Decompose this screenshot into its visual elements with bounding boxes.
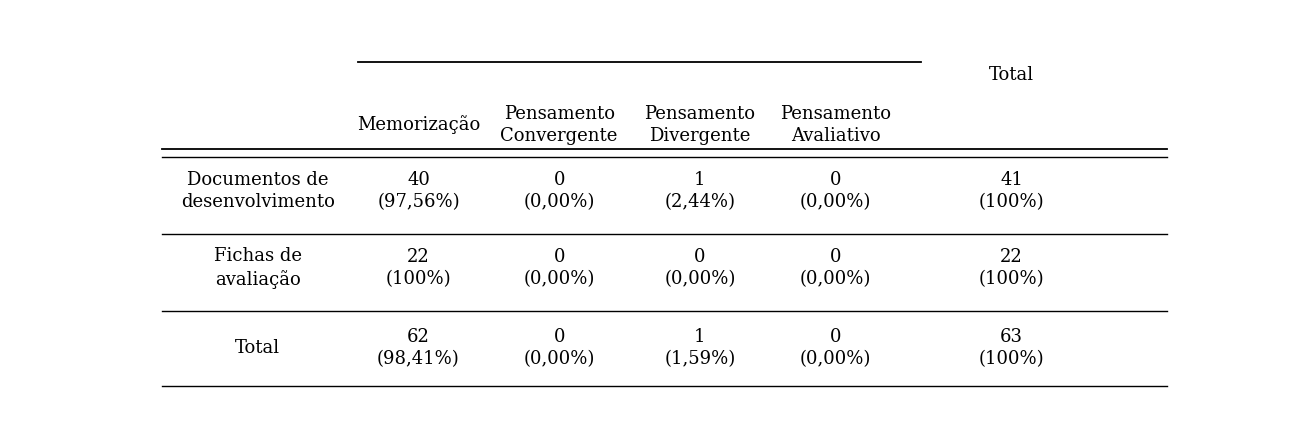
Text: Pensamento
Avaliativo: Pensamento Avaliativo (779, 105, 891, 145)
Text: 0
(0,00%): 0 (0,00%) (524, 171, 595, 211)
Text: 63
(100%): 63 (100%) (979, 328, 1044, 368)
Text: 0
(0,00%): 0 (0,00%) (664, 248, 735, 288)
Text: Documentos de
desenvolvimento: Documentos de desenvolvimento (180, 171, 335, 211)
Text: 1
(2,44%): 1 (2,44%) (664, 171, 735, 211)
Text: Total: Total (988, 66, 1034, 84)
Text: 1
(1,59%): 1 (1,59%) (664, 328, 735, 368)
Text: 0
(0,00%): 0 (0,00%) (800, 171, 872, 211)
Text: Memorização: Memorização (357, 115, 480, 134)
Text: 0
(0,00%): 0 (0,00%) (800, 248, 872, 288)
Text: 0
(0,00%): 0 (0,00%) (524, 328, 595, 368)
Text: 22
(100%): 22 (100%) (385, 248, 451, 288)
Text: Pensamento
Divergente: Pensamento Divergente (645, 105, 755, 145)
Text: 41
(100%): 41 (100%) (979, 171, 1044, 211)
Text: Fichas de
avaliação: Fichas de avaliação (214, 247, 302, 289)
Text: Pensamento
Convergente: Pensamento Convergente (501, 105, 617, 145)
Text: 22
(100%): 22 (100%) (979, 248, 1044, 288)
Text: 40
(97,56%): 40 (97,56%) (377, 171, 459, 211)
Text: 0
(0,00%): 0 (0,00%) (524, 248, 595, 288)
Text: Total: Total (235, 339, 280, 357)
Text: 62
(98,41%): 62 (98,41%) (377, 328, 460, 368)
Text: 0
(0,00%): 0 (0,00%) (800, 328, 872, 368)
